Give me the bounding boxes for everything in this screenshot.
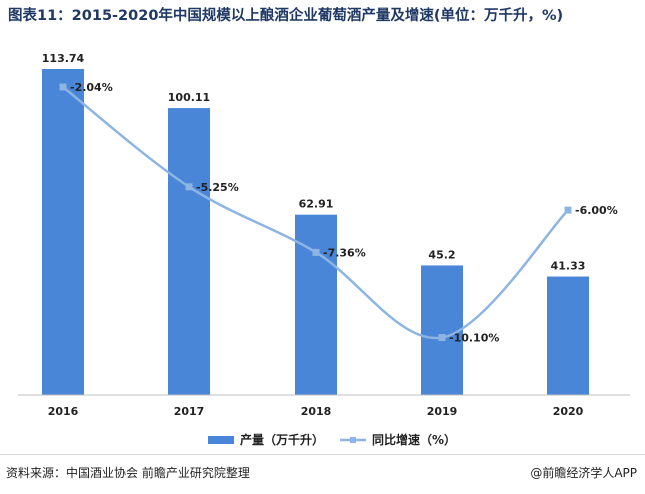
growth-label-2016: -2.04% bbox=[70, 81, 113, 94]
bar-2020 bbox=[547, 276, 589, 395]
growth-label-2019: -10.10% bbox=[449, 332, 499, 345]
bar-2019 bbox=[421, 265, 463, 395]
bar-value-label-2020: 41.33 bbox=[551, 260, 586, 273]
x-tick-2020: 2020 bbox=[553, 405, 584, 418]
growth-marker-2016 bbox=[59, 83, 67, 91]
footer: 资料来源：中国酒业协会 前瞻产业研究院整理 @前瞻经济学人APP bbox=[0, 454, 645, 494]
x-tick-2018: 2018 bbox=[301, 405, 332, 418]
bar-2016 bbox=[42, 69, 84, 395]
legend: 产量（万千升） 同比增速（%） bbox=[208, 432, 456, 447]
growth-marker-2019 bbox=[438, 334, 446, 342]
growth-label-2017: -5.25% bbox=[196, 181, 239, 194]
source-note: 资料来源：中国酒业协会 前瞻产业研究院整理 bbox=[6, 466, 250, 480]
line-layer: -2.04% -5.25% -7.36% -10.10% -6.00% bbox=[59, 81, 618, 345]
growth-marker-2018 bbox=[312, 248, 320, 256]
credit-note: @前瞻经济学人APP bbox=[530, 466, 637, 480]
x-tick-labels: 2016 2017 2018 2019 2020 bbox=[48, 405, 584, 418]
growth-label-2020: -6.00% bbox=[575, 204, 618, 217]
bars-layer: 113.74 100.11 62.91 45.2 41.33 bbox=[42, 52, 589, 396]
bar-value-label-2016: 113.74 bbox=[42, 52, 85, 65]
bar-value-label-2017: 100.11 bbox=[168, 91, 210, 104]
bar-value-label-2019: 45.2 bbox=[428, 248, 455, 261]
bar-2017 bbox=[168, 108, 210, 396]
legend-line-label: 同比增速（%） bbox=[372, 432, 456, 447]
chart-title: 图表11：2015-2020年中国规模以上酿酒企业葡萄酒产量及增速(单位：万千升… bbox=[8, 8, 564, 24]
legend-bar-swatch bbox=[208, 436, 234, 444]
legend-line-marker bbox=[350, 437, 356, 443]
legend-bar-label: 产量（万千升） bbox=[240, 432, 324, 447]
x-tick-2019: 2019 bbox=[427, 405, 458, 418]
growth-label-2018: -7.36% bbox=[323, 246, 366, 259]
growth-marker-2017 bbox=[185, 183, 193, 191]
x-tick-2017: 2017 bbox=[174, 405, 205, 418]
bar-2018 bbox=[295, 214, 337, 395]
x-tick-2016: 2016 bbox=[48, 405, 79, 418]
bar-value-label-2018: 62.91 bbox=[299, 198, 334, 211]
growth-marker-2020 bbox=[564, 206, 572, 214]
